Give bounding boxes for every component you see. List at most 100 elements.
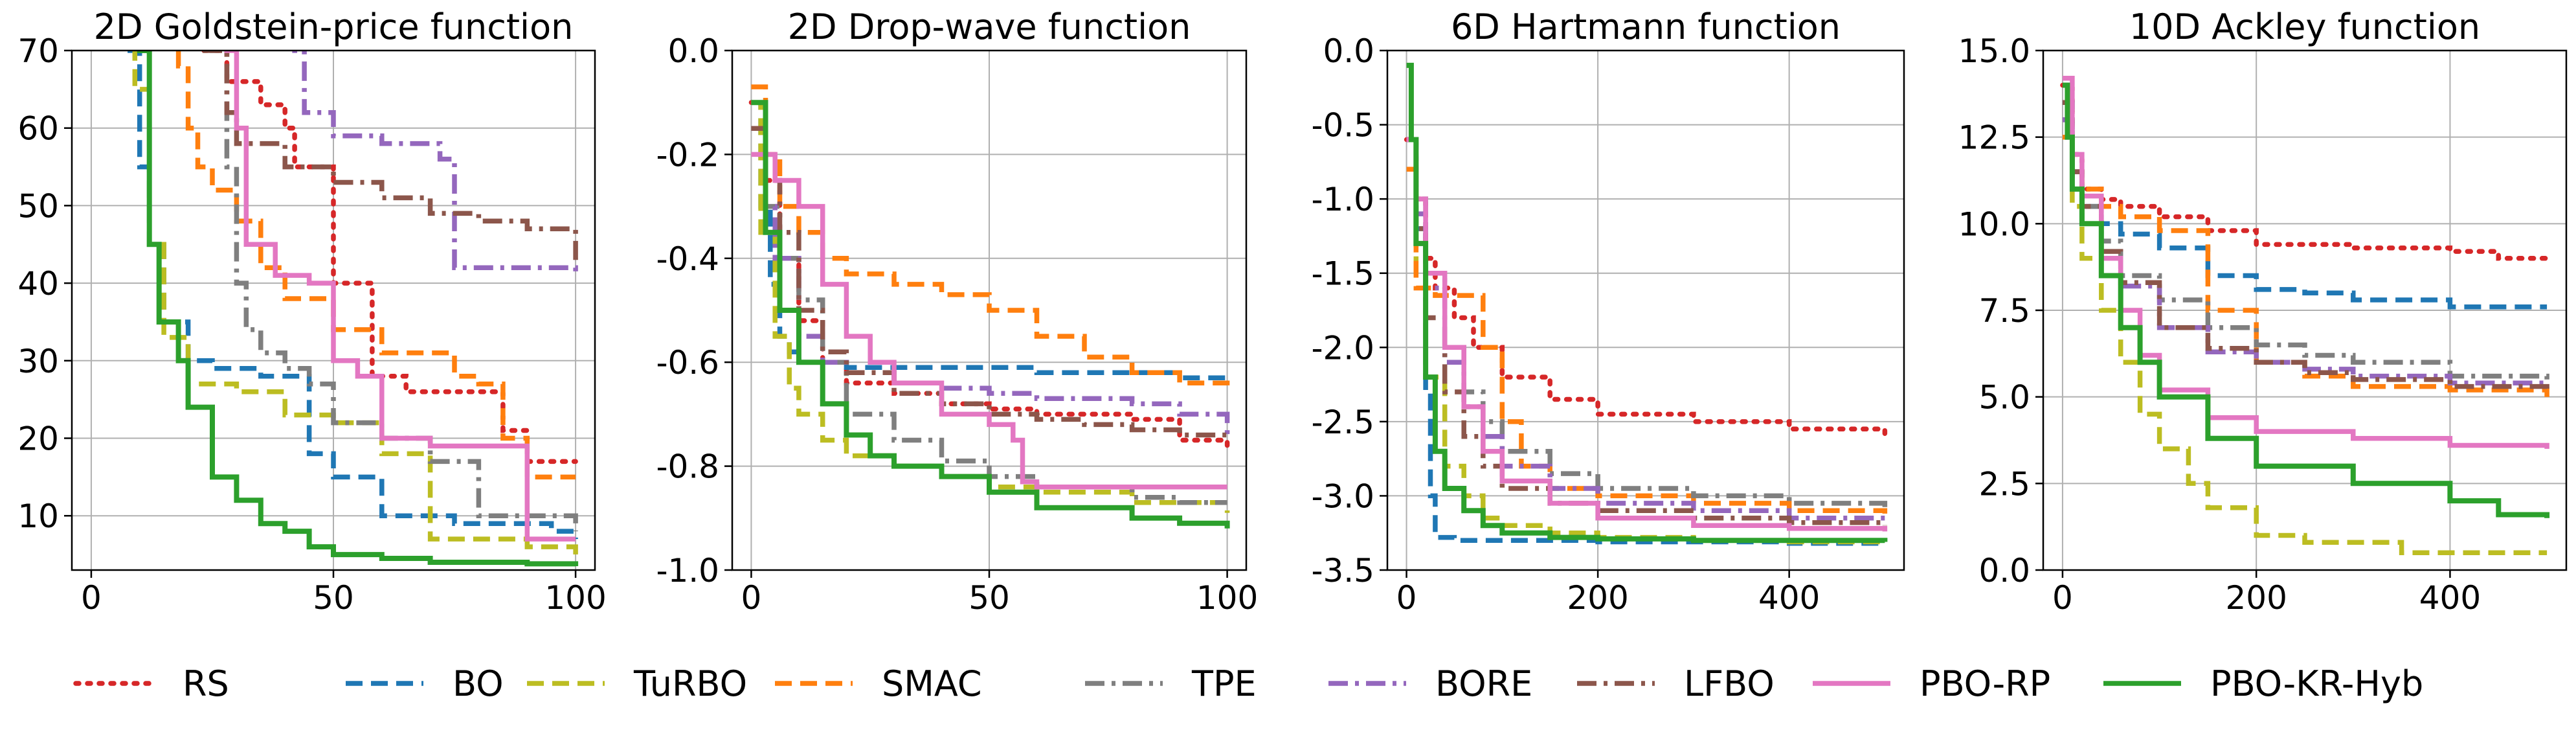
- legend-label: SMAC: [882, 663, 982, 704]
- y-tick-label: 60: [17, 110, 59, 148]
- x-tick-label: 0: [2052, 579, 2073, 617]
- x-tick-label: 100: [544, 579, 606, 617]
- series-line-tpe: [1406, 137, 1888, 511]
- series-line-bore: [292, 51, 578, 276]
- series-line-smac: [1406, 166, 1888, 514]
- y-tick-label: 12.5: [1958, 119, 2030, 157]
- series-group: [1404, 62, 1888, 546]
- legend-item-turbo: TuRBO: [527, 663, 747, 704]
- y-tick-label: -2.5: [1311, 404, 1374, 441]
- series-line-turbo: [751, 100, 1230, 513]
- x-tick-label: 400: [1758, 579, 1820, 617]
- series-line-turbo: [2062, 117, 2548, 556]
- x-tick-label: 400: [2419, 579, 2481, 617]
- x-tick-label: 0: [81, 579, 102, 617]
- chart-title: 2D Drop-wave function: [788, 6, 1191, 47]
- x-tick-label: 200: [1567, 579, 1628, 617]
- x-tick-label: 50: [313, 579, 354, 617]
- chart-title: 10D Ackley function: [2129, 6, 2480, 47]
- y-tick-label: -1.0: [1311, 181, 1374, 218]
- x-tick-label: 0: [741, 579, 762, 617]
- chart-panel-3: 0 200 400 -3.5 -3.0 -2.5 -2.0 -1.5 -1.0 -0.5 0.0 6D…: [1311, 6, 1905, 617]
- x-tick-label: 50: [969, 579, 1010, 617]
- y-tick-label: 0.0: [1978, 552, 2030, 589]
- series-line-pbo-rp: [224, 51, 576, 542]
- y-tick-label: -3.0: [1311, 477, 1374, 515]
- legend-item-pbo-rp: PBO-RP: [1813, 663, 2050, 704]
- series-line-smac: [175, 51, 576, 480]
- series-line-pbo-kr-hyb: [1406, 62, 1888, 543]
- y-tick-label: -0.6: [656, 344, 719, 382]
- legend-label: PBO-RP: [1920, 663, 2050, 704]
- chart-panel-4: 0 200 400 0.0 2.5 5.0 7.5 10.0 12.5 15.0 10D Ackle…: [1958, 6, 2568, 617]
- chart-panels: 0 50 100 10 20 30 40 50 60 70 2D Goldstein-price f…: [17, 6, 2568, 617]
- y-tick-label: 70: [17, 32, 59, 70]
- legend-label: LFBO: [1684, 663, 1775, 704]
- chart-title: 6D Hartmann function: [1451, 6, 1841, 47]
- series-line-bo: [1406, 137, 1885, 546]
- series-line-pbo-kr-hyb: [2062, 82, 2550, 518]
- series-group: [748, 84, 1230, 529]
- legend-item-pbo-kr-hyb: PBO-KR-Hyb: [2103, 663, 2423, 704]
- legend-item-smac: SMAC: [775, 663, 982, 704]
- y-tick-label: 7.5: [1978, 292, 2030, 330]
- series-line-turbo: [1406, 137, 1888, 545]
- series-line-bore: [751, 126, 1230, 440]
- series-line-lfbo: [195, 51, 578, 260]
- y-tick-label: 2.5: [1978, 465, 2030, 503]
- legend-item-lfbo: LFBO: [1577, 663, 1775, 704]
- series-line-tpe: [2062, 117, 2549, 380]
- series-line-pbo-rp: [2062, 76, 2549, 449]
- chart-title: 2D Goldstein-price function: [94, 6, 574, 47]
- legend-label: TuRBO: [633, 663, 747, 704]
- y-tick-label: 50: [17, 187, 59, 225]
- legend-label: RS: [183, 663, 229, 704]
- legend-label: PBO-KR-Hyb: [2210, 663, 2423, 704]
- series-line-bore: [1406, 137, 1888, 523]
- legend-item-bore: BORE: [1328, 663, 1532, 704]
- series-line-lfbo: [751, 126, 1227, 438]
- legend-item-rs: RS: [73, 663, 229, 704]
- legend-item-tpe: TPE: [1085, 663, 1257, 704]
- series-line-bore: [2062, 117, 2549, 387]
- y-tick-label: 0.0: [667, 32, 719, 70]
- series-line-pbo-kr-hyb: [751, 100, 1230, 529]
- y-tick-label: -0.2: [656, 136, 719, 174]
- legend-label: BORE: [1435, 663, 1532, 704]
- y-tick-label: 30: [17, 343, 59, 380]
- legend-label: BO: [453, 663, 504, 704]
- y-tick-label: -1.5: [1311, 255, 1374, 293]
- y-tick-label: 0.0: [1323, 32, 1374, 70]
- series-line-rs: [2060, 82, 2549, 264]
- chart-panel-1: 0 50 100 10 20 30 40 50 60 70 2D Goldstein-price f…: [17, 6, 606, 617]
- chart-panel-2: 0 50 100 -1.0 -0.8 -0.6 -0.4 -0.2 0.0 2D Drop-wav…: [656, 6, 1258, 617]
- series-group: [128, 51, 579, 567]
- series-line-lfbo: [1406, 137, 1888, 526]
- series-line-smac: [751, 84, 1230, 389]
- legend: RS BO TuRBO SMAC TPE BORE LFBO PBO-RP PBO-KR-Hyb: [73, 663, 2423, 704]
- y-tick-label: 40: [17, 265, 59, 303]
- y-tick-label: 5.0: [1978, 379, 2030, 417]
- y-tick-label: -0.4: [656, 240, 719, 278]
- x-tick-label: 0: [1396, 579, 1417, 617]
- series-line-pbo-kr-hyb: [137, 51, 579, 567]
- y-tick-label: -1.0: [656, 552, 719, 589]
- y-tick-label: 20: [17, 420, 59, 458]
- series-line-pbo-rp: [751, 152, 1227, 490]
- y-tick-label: 10.0: [1958, 205, 2030, 243]
- series-line-smac: [2062, 134, 2549, 397]
- y-tick-label: -2.0: [1311, 329, 1374, 367]
- series-line-tpe: [210, 51, 578, 532]
- series-line-bo: [128, 51, 578, 540]
- y-tick-label: 10: [17, 498, 59, 535]
- plot-frame: [1386, 49, 1905, 571]
- x-tick-label: 100: [1196, 579, 1258, 617]
- y-tick-label: -3.5: [1311, 552, 1374, 589]
- series-group: [2060, 76, 2550, 556]
- legend-label: TPE: [1191, 663, 1257, 704]
- y-tick-label: 15.0: [1958, 32, 2030, 70]
- series-line-rs: [1404, 137, 1888, 436]
- y-tick-label: -0.8: [656, 448, 719, 486]
- legend-item-bo: BO: [346, 663, 504, 704]
